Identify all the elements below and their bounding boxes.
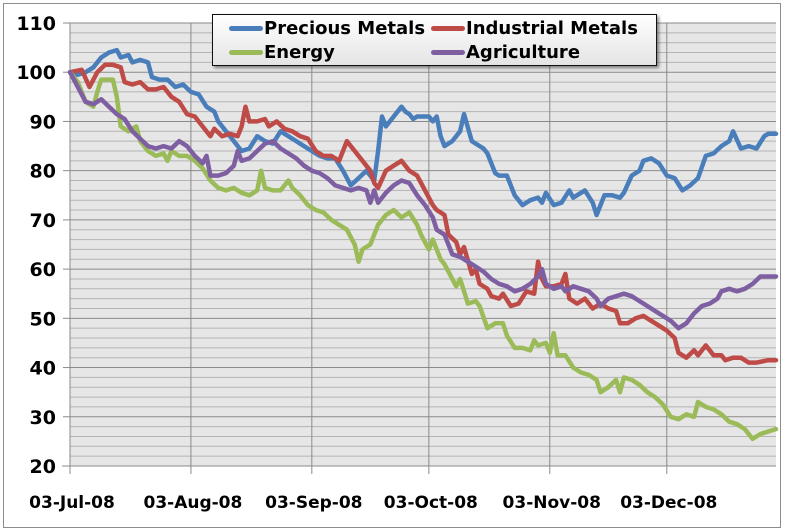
y-tick-label: 60	[30, 259, 56, 281]
legend-swatch	[431, 49, 465, 55]
series-line-energy	[67, 69, 779, 442]
y-tick-label: 90	[30, 111, 56, 133]
legend-swatch	[431, 25, 465, 31]
legend-item-industrial-metals: Industrial Metals	[431, 16, 638, 40]
legend-label: Precious Metals	[264, 17, 426, 39]
y-tick-label: 20	[30, 456, 56, 478]
legend-label: Industrial Metals	[466, 17, 638, 39]
x-tick-label: 03-Aug-08	[143, 493, 242, 513]
legend-item-agriculture: Agriculture	[431, 40, 580, 64]
legend: Precious Metals Industrial Metals Energy…	[212, 14, 657, 66]
legend-label: Agriculture	[466, 41, 581, 63]
legend-swatch	[229, 49, 263, 55]
x-tick-label: 03-Sep-08	[265, 493, 362, 513]
legend-item-energy: Energy	[229, 40, 335, 64]
legend-label: Energy	[264, 41, 335, 63]
series-lines	[67, 47, 779, 442]
y-tick-label: 30	[30, 407, 56, 429]
y-tick-label: 110	[16, 13, 56, 35]
plot-area	[70, 23, 776, 466]
legend-swatch	[229, 25, 263, 31]
x-tick-label: 03-Dec-08	[620, 493, 717, 513]
x-tick-label: 03-Nov-08	[503, 493, 601, 513]
y-tick-label: 40	[30, 358, 56, 380]
series-line-precious-metals	[67, 47, 779, 218]
x-tick-label: 03-Oct-08	[384, 493, 478, 513]
x-tick-label: 03-Jul-08	[29, 493, 115, 513]
y-tick-label: 50	[30, 308, 56, 330]
series-line-agriculture	[67, 69, 779, 331]
series-line-industrial-metals	[67, 62, 779, 365]
y-tick-label: 70	[30, 210, 56, 232]
axes: 20 30 40 50 60 70 80 90 100 110 03-Jul-08 03-Aug-08…	[16, 13, 776, 513]
y-tick-label: 80	[30, 161, 56, 183]
y-tick-label: 100	[16, 62, 56, 84]
legend-item-precious-metals: Precious Metals	[229, 16, 425, 40]
